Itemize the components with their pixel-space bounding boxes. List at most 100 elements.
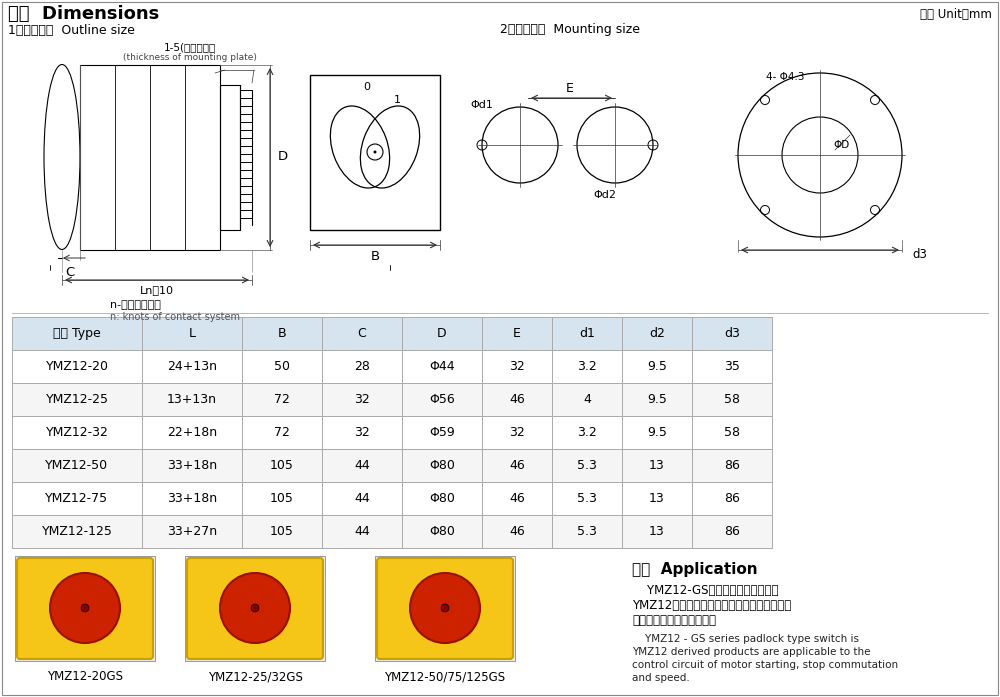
- Text: 单位 Unit：mm: 单位 Unit：mm: [920, 8, 992, 20]
- Bar: [322, 449, 402, 482]
- Bar: [12, 416, 142, 449]
- Bar: [552, 350, 622, 383]
- Bar: [12, 515, 142, 548]
- Bar: [322, 515, 402, 548]
- Text: d3: d3: [913, 249, 927, 261]
- Text: YMZ12-GS系列挂锁型组合开关是: YMZ12-GS系列挂锁型组合开关是: [632, 584, 778, 597]
- Bar: [12, 449, 142, 482]
- Bar: [622, 482, 692, 515]
- Circle shape: [220, 573, 290, 643]
- Bar: [692, 383, 772, 416]
- Bar: [242, 416, 322, 449]
- Text: 3.2: 3.2: [577, 360, 597, 373]
- Bar: [482, 383, 552, 416]
- Bar: [142, 416, 242, 449]
- Bar: [142, 515, 242, 548]
- Bar: [15, 556, 155, 661]
- Text: 44: 44: [354, 525, 370, 538]
- Bar: [12, 350, 142, 383]
- Text: E: E: [566, 82, 574, 95]
- Text: YMZ12-75: YMZ12-75: [45, 492, 109, 505]
- Text: YMZ12-20GS: YMZ12-20GS: [47, 671, 123, 684]
- Bar: [142, 482, 242, 515]
- Bar: [402, 449, 482, 482]
- Text: 1、外形尺寸  Outline size: 1、外形尺寸 Outline size: [8, 24, 135, 36]
- Bar: [622, 416, 692, 449]
- Circle shape: [410, 573, 480, 643]
- Text: 动，停止换向、变速之用。: 动，停止换向、变速之用。: [632, 614, 716, 627]
- Text: 4- Φ4.3: 4- Φ4.3: [766, 72, 804, 82]
- Text: YMZ12派生产品适用于控制电路中作电动机起: YMZ12派生产品适用于控制电路中作电动机起: [632, 599, 791, 612]
- Bar: [12, 482, 142, 515]
- Bar: [402, 482, 482, 515]
- Text: 尺寸  Dimensions: 尺寸 Dimensions: [8, 5, 159, 23]
- Text: YMZ12-20: YMZ12-20: [46, 360, 108, 373]
- Bar: [692, 515, 772, 548]
- Text: 105: 105: [270, 459, 294, 472]
- Bar: [622, 317, 692, 350]
- Bar: [552, 383, 622, 416]
- Bar: [12, 317, 142, 350]
- Text: 24+13n: 24+13n: [167, 360, 217, 373]
- Text: 13: 13: [649, 525, 665, 538]
- Bar: [402, 515, 482, 548]
- Text: control circuit of motor starting, stop commutation: control circuit of motor starting, stop …: [632, 660, 898, 670]
- Bar: [482, 317, 552, 350]
- Text: 用途  Application: 用途 Application: [632, 562, 758, 577]
- Bar: [622, 383, 692, 416]
- Text: 5.3: 5.3: [577, 459, 597, 472]
- Text: Φd2: Φd2: [594, 190, 616, 200]
- FancyBboxPatch shape: [377, 558, 513, 659]
- Bar: [622, 515, 692, 548]
- Text: 46: 46: [509, 525, 525, 538]
- Bar: [242, 449, 322, 482]
- Text: 46: 46: [509, 459, 525, 472]
- Circle shape: [50, 573, 120, 643]
- Text: YMZ12-32: YMZ12-32: [46, 426, 108, 439]
- Bar: [622, 350, 692, 383]
- Bar: [12, 383, 142, 416]
- Text: 22+18n: 22+18n: [167, 426, 217, 439]
- Bar: [220, 85, 240, 230]
- Circle shape: [251, 604, 259, 612]
- Text: 33+27n: 33+27n: [167, 525, 217, 538]
- Text: 9.5: 9.5: [647, 393, 667, 406]
- Text: 9.5: 9.5: [647, 360, 667, 373]
- Text: 0: 0: [364, 82, 370, 92]
- Text: 13+13n: 13+13n: [167, 393, 217, 406]
- Bar: [375, 556, 515, 661]
- Text: 33+18n: 33+18n: [167, 492, 217, 505]
- Text: 32: 32: [354, 393, 370, 406]
- Bar: [552, 416, 622, 449]
- Text: B: B: [278, 327, 286, 340]
- Text: E: E: [513, 327, 521, 340]
- Text: YMZ12-50/75/125GS: YMZ12-50/75/125GS: [384, 671, 506, 684]
- Text: 33+18n: 33+18n: [167, 459, 217, 472]
- Text: n-接触系统节数: n-接触系统节数: [110, 300, 161, 310]
- Text: D: D: [437, 327, 447, 340]
- Bar: [142, 317, 242, 350]
- Text: 32: 32: [509, 360, 525, 373]
- Bar: [692, 350, 772, 383]
- Text: 72: 72: [274, 393, 290, 406]
- Bar: [142, 383, 242, 416]
- Bar: [692, 482, 772, 515]
- Text: C: C: [65, 266, 75, 279]
- Bar: [310, 75, 440, 230]
- Text: 46: 46: [509, 393, 525, 406]
- Bar: [622, 449, 692, 482]
- Bar: [142, 449, 242, 482]
- Text: YMZ12-125: YMZ12-125: [42, 525, 112, 538]
- Bar: [482, 416, 552, 449]
- Bar: [552, 317, 622, 350]
- Text: Ln～10: Ln～10: [140, 285, 174, 295]
- Text: YMZ12 derived products are applicable to the: YMZ12 derived products are applicable to…: [632, 647, 870, 657]
- Text: 105: 105: [270, 492, 294, 505]
- Text: YMZ12-25: YMZ12-25: [46, 393, 108, 406]
- Bar: [402, 416, 482, 449]
- Text: YMZ12 - GS series padlock type switch is: YMZ12 - GS series padlock type switch is: [632, 634, 859, 644]
- Text: 58: 58: [724, 426, 740, 439]
- Text: 1-5(安装板厚）: 1-5(安装板厚）: [164, 42, 216, 52]
- Text: 105: 105: [270, 525, 294, 538]
- Text: 2、安装尺寸  Mounting size: 2、安装尺寸 Mounting size: [500, 24, 640, 36]
